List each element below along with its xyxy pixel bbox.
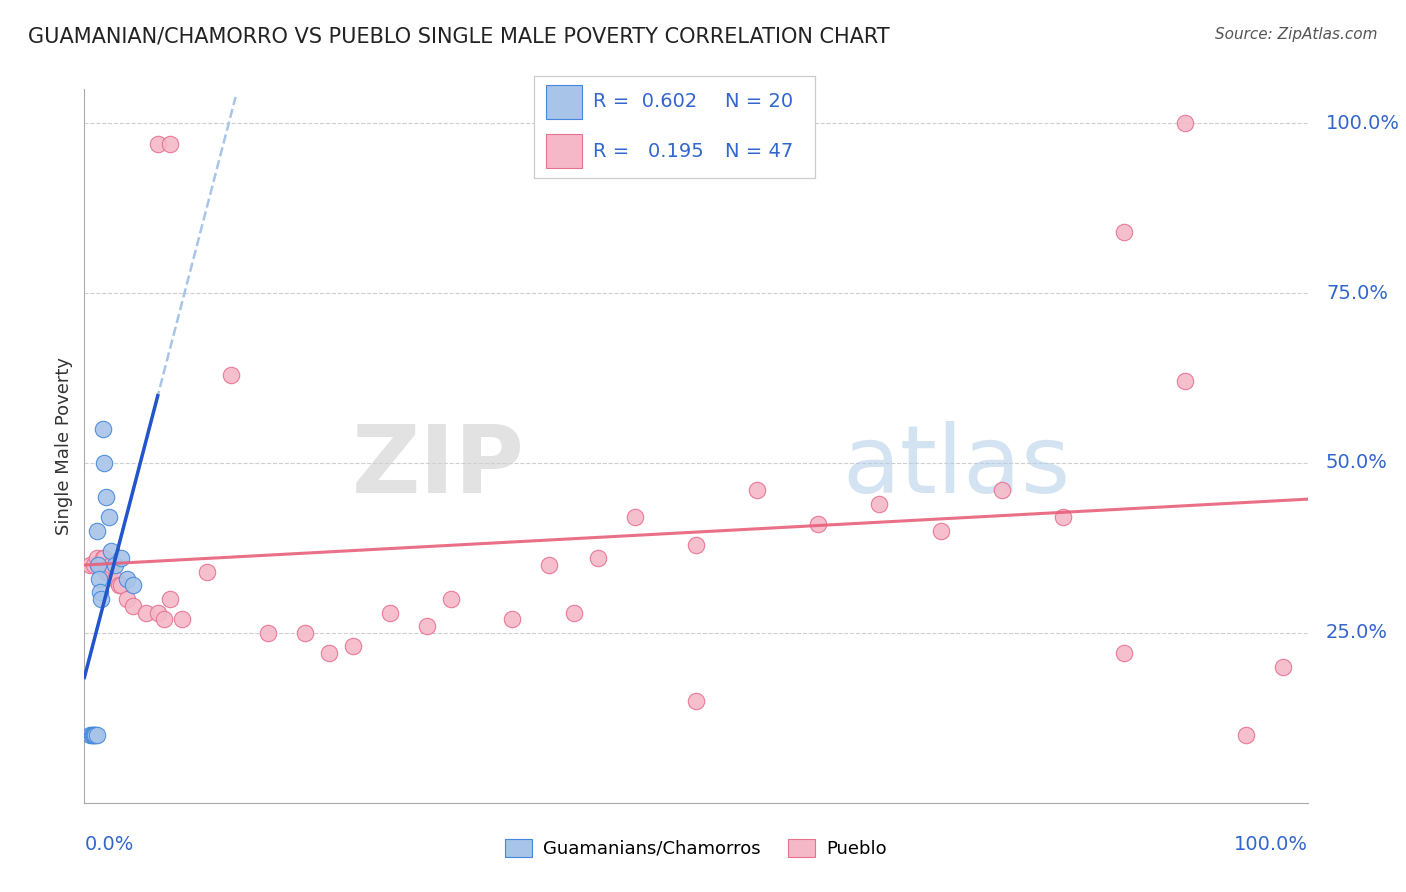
Point [342,640,364,654]
Text: N = 20: N = 20 [725,93,793,112]
Point [747,483,769,498]
Point [87,572,110,586]
Point [562,606,585,620]
Point [97,565,120,579]
Point [990,483,1012,498]
Point [440,591,463,606]
Point [807,517,830,532]
Point [91,551,114,566]
Point [90,558,112,572]
Point [82,728,104,742]
Bar [546,135,582,168]
Point [1174,375,1197,389]
Point [135,606,157,620]
Point [153,612,176,626]
Point [1114,646,1136,660]
Point [104,558,127,572]
Point [79,558,101,572]
Point [96,565,118,579]
Text: ZIP: ZIP [352,421,524,514]
Point [159,136,181,151]
Point [110,578,132,592]
Point [87,558,110,572]
Point [219,368,242,382]
Point [294,626,316,640]
Text: 25.0%: 25.0% [1326,624,1388,642]
Point [91,422,114,436]
Point [195,565,218,579]
Point [624,510,647,524]
Bar [546,85,582,119]
Point [90,591,112,606]
Point [869,497,891,511]
Point [97,510,120,524]
Point [1114,225,1136,239]
Point [146,136,169,151]
Text: N = 47: N = 47 [725,142,794,161]
Point [1052,510,1074,524]
Point [83,558,105,572]
Y-axis label: Single Male Poverty: Single Male Poverty [55,357,73,535]
Point [80,728,103,742]
Point [86,551,108,566]
Point [93,551,115,566]
Point [1272,660,1295,674]
Point [115,572,138,586]
Point [1234,728,1257,742]
Point [685,694,707,708]
Point [257,626,280,640]
Text: R =   0.195: R = 0.195 [593,142,704,161]
Point [84,728,107,742]
Point [93,456,115,470]
Point [100,544,122,558]
Point [79,728,101,742]
Text: 50.0%: 50.0% [1326,453,1388,473]
Point [110,551,132,566]
Point [87,558,110,572]
Point [318,646,340,660]
Point [538,558,561,572]
Legend: Guamanians/Chamorros, Pueblo: Guamanians/Chamorros, Pueblo [498,831,894,865]
Point [115,591,138,606]
Point [83,728,105,742]
Point [172,612,194,626]
Text: Source: ZipAtlas.com: Source: ZipAtlas.com [1215,27,1378,42]
Point [122,578,145,592]
Text: 100.0%: 100.0% [1326,113,1400,133]
Text: 0.0%: 0.0% [84,835,134,854]
Point [380,606,402,620]
Point [86,524,108,538]
Text: GUAMANIAN/CHAMORRO VS PUEBLO SINGLE MALE POVERTY CORRELATION CHART: GUAMANIAN/CHAMORRO VS PUEBLO SINGLE MALE… [28,27,890,46]
Point [100,558,122,572]
Point [146,606,169,620]
Text: atlas: atlas [842,421,1071,514]
Point [104,572,127,586]
Text: 75.0%: 75.0% [1326,284,1388,302]
Text: 100.0%: 100.0% [1233,835,1308,854]
Point [416,619,439,633]
Point [685,537,707,551]
Text: R =  0.602: R = 0.602 [593,93,697,112]
Point [501,612,523,626]
Point [122,599,145,613]
Point [159,591,181,606]
Point [929,524,952,538]
Point [96,490,118,504]
Point [89,585,111,599]
Point [1174,116,1197,130]
Point [86,728,108,742]
Point [586,551,609,566]
Point [107,578,129,592]
